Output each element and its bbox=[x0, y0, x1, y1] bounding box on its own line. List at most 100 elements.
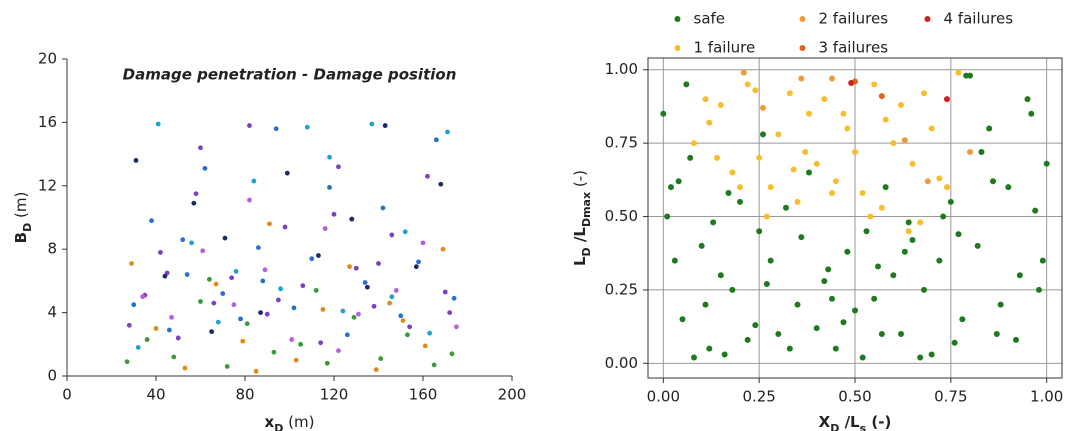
x-axis-label-part: D bbox=[274, 422, 283, 431]
y-tick-label: 4 bbox=[47, 303, 57, 321]
point bbox=[244, 321, 250, 327]
point bbox=[215, 319, 221, 325]
point bbox=[756, 228, 763, 235]
y-axis-label-part: (m) bbox=[12, 192, 30, 223]
point bbox=[706, 345, 713, 352]
point bbox=[371, 303, 377, 309]
x-tick-label: 0.50 bbox=[838, 388, 871, 406]
x-axis-label-part: D bbox=[830, 422, 839, 431]
point bbox=[775, 330, 782, 337]
point bbox=[445, 129, 450, 135]
point bbox=[340, 308, 346, 314]
point bbox=[1013, 336, 1019, 343]
point bbox=[260, 278, 266, 284]
point bbox=[155, 121, 161, 127]
point bbox=[449, 351, 455, 357]
x-tick-label: 160 bbox=[409, 386, 438, 404]
point bbox=[867, 213, 874, 220]
point bbox=[840, 319, 847, 326]
point bbox=[878, 204, 885, 211]
x-tick-label: 0.25 bbox=[742, 388, 775, 406]
y-tick-label: 0.00 bbox=[605, 354, 638, 372]
point bbox=[389, 232, 395, 238]
point bbox=[806, 169, 812, 176]
point bbox=[978, 148, 985, 155]
point bbox=[202, 165, 208, 171]
y-tick-label: 0 bbox=[47, 367, 57, 385]
point bbox=[356, 311, 361, 317]
x-axis-label: xD (m) bbox=[265, 413, 315, 431]
point bbox=[322, 226, 328, 231]
point bbox=[714, 154, 720, 161]
point bbox=[928, 351, 935, 358]
point bbox=[852, 148, 858, 155]
x-axis-label: XD /Ls (-) bbox=[819, 413, 892, 431]
point bbox=[993, 330, 1000, 337]
point bbox=[129, 261, 134, 266]
point bbox=[238, 316, 243, 322]
point bbox=[193, 191, 199, 197]
point bbox=[387, 300, 393, 306]
y-tick-label: 20 bbox=[38, 50, 57, 68]
point bbox=[986, 125, 993, 132]
point bbox=[447, 310, 453, 315]
point bbox=[844, 248, 851, 255]
point bbox=[1024, 96, 1031, 103]
point bbox=[131, 302, 137, 308]
y-axis-label-part: /L bbox=[571, 227, 589, 248]
point bbox=[936, 257, 943, 264]
x-axis-label-part: x bbox=[265, 413, 275, 431]
point bbox=[790, 166, 797, 173]
point bbox=[324, 360, 330, 366]
point bbox=[717, 272, 724, 279]
point bbox=[786, 345, 793, 352]
y-tick-label: 0.25 bbox=[605, 280, 638, 298]
point bbox=[668, 184, 674, 191]
point bbox=[901, 137, 908, 144]
x-tick-label: 0 bbox=[62, 386, 72, 404]
point bbox=[832, 345, 839, 352]
point bbox=[951, 339, 958, 346]
point bbox=[271, 349, 277, 355]
point bbox=[825, 266, 832, 273]
point bbox=[710, 219, 717, 226]
point bbox=[813, 160, 820, 167]
point bbox=[336, 164, 341, 170]
point bbox=[440, 246, 446, 252]
point bbox=[691, 140, 697, 147]
point bbox=[407, 324, 413, 330]
point bbox=[189, 240, 195, 246]
point bbox=[675, 178, 682, 185]
point bbox=[393, 288, 399, 293]
point bbox=[351, 314, 357, 320]
point bbox=[126, 322, 132, 328]
point bbox=[405, 332, 410, 338]
y-tick-label: 0.50 bbox=[605, 207, 638, 225]
point bbox=[198, 299, 203, 304]
x-axis-label-part: X bbox=[819, 413, 831, 431]
point bbox=[1039, 257, 1046, 264]
point bbox=[255, 245, 261, 251]
point bbox=[158, 249, 163, 255]
y-axis-label: LD /LDmax (-) bbox=[571, 170, 593, 266]
point bbox=[905, 228, 912, 235]
y-axis-label-part: B bbox=[12, 232, 30, 243]
point bbox=[251, 178, 257, 184]
point bbox=[821, 96, 828, 103]
point bbox=[162, 273, 168, 279]
point bbox=[291, 305, 297, 311]
point bbox=[433, 137, 439, 143]
point bbox=[844, 125, 851, 132]
point bbox=[273, 126, 279, 132]
y-tick-label: 0.75 bbox=[605, 134, 638, 152]
point bbox=[1028, 110, 1035, 117]
point bbox=[1036, 286, 1042, 293]
point bbox=[706, 119, 713, 126]
x-tick-label: 80 bbox=[235, 386, 254, 404]
point bbox=[427, 330, 433, 336]
point bbox=[300, 283, 306, 289]
point bbox=[353, 265, 359, 271]
point bbox=[298, 341, 304, 347]
point bbox=[871, 295, 878, 302]
point bbox=[224, 364, 230, 369]
